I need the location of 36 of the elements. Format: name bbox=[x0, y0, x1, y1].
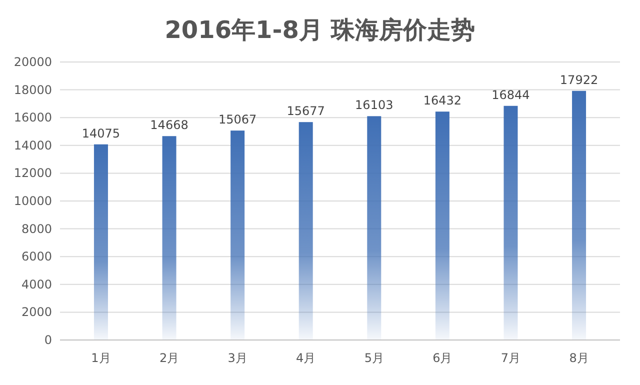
x-tick-label: 2月 bbox=[159, 351, 180, 365]
x-tick-label: 4月 bbox=[296, 351, 316, 365]
bar bbox=[367, 116, 382, 340]
data-label: 15067 bbox=[218, 112, 257, 127]
bar bbox=[435, 112, 450, 340]
y-tick-label: 8000 bbox=[21, 222, 52, 236]
x-tick-label: 7月 bbox=[500, 351, 521, 365]
y-tick-label: 2000 bbox=[21, 305, 52, 320]
y-tick-label: 0 bbox=[44, 333, 52, 347]
bar bbox=[162, 136, 176, 340]
y-tick-label: 14000 bbox=[14, 138, 52, 152]
data-label: 17922 bbox=[560, 72, 598, 87]
y-tick-label: 4000 bbox=[21, 277, 52, 292]
chart-title: 2016年1-8月 珠海房价走势 bbox=[164, 16, 476, 44]
data-label: 16844 bbox=[492, 88, 530, 102]
data-label: 15677 bbox=[286, 104, 325, 118]
bar bbox=[230, 130, 245, 340]
bar bbox=[572, 90, 586, 340]
x-tick-label: 8月 bbox=[569, 351, 589, 365]
x-tick-label: 5月 bbox=[364, 351, 384, 365]
y-tick-label: 6000 bbox=[21, 250, 52, 264]
bar bbox=[298, 122, 313, 340]
data-label: 16432 bbox=[423, 94, 462, 108]
data-label: 14668 bbox=[150, 118, 188, 132]
x-tick-label: 3月 bbox=[228, 351, 248, 365]
x-tick-label: 1月 bbox=[91, 351, 111, 365]
data-label: 16103 bbox=[355, 98, 394, 112]
x-tick-label: 6月 bbox=[432, 351, 452, 365]
y-tick-label: 18000 bbox=[14, 82, 52, 97]
y-tick-label: 10000 bbox=[14, 194, 52, 208]
y-tick-label: 12000 bbox=[14, 166, 52, 180]
y-tick-label: 20000 bbox=[14, 55, 52, 69]
bar bbox=[94, 144, 108, 340]
y-tick-label: 16000 bbox=[14, 110, 52, 125]
data-label: 14075 bbox=[82, 126, 120, 140]
bar bbox=[504, 106, 518, 340]
